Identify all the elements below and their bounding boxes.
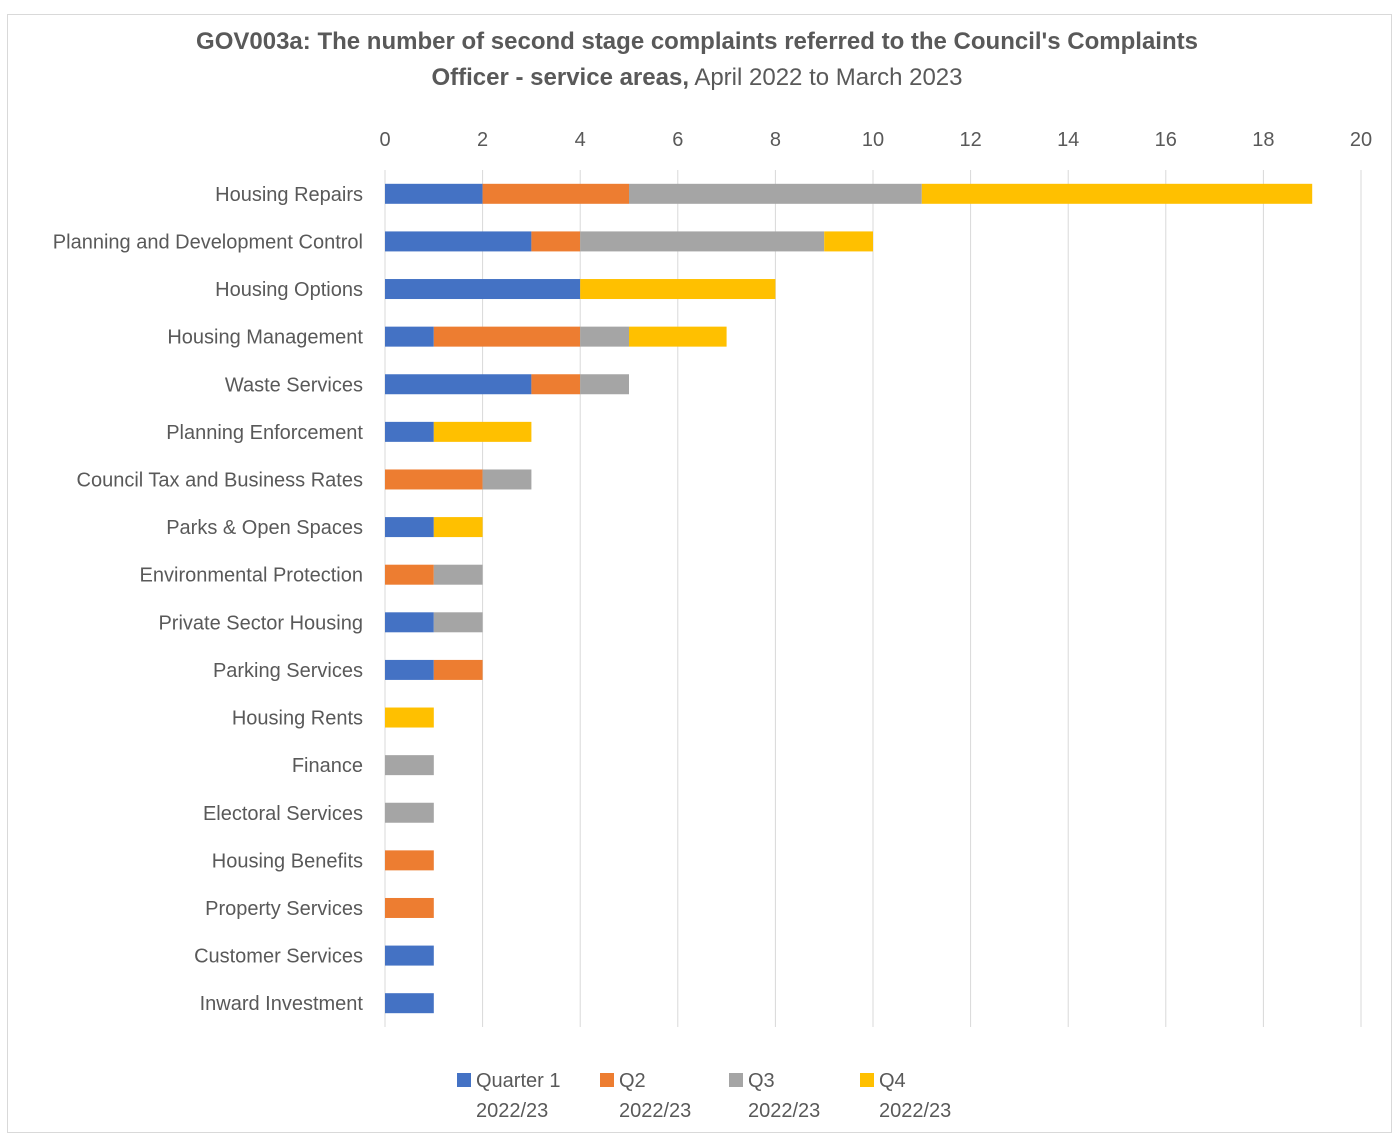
bar-segment-series-2 (385, 897, 434, 918)
category-label: Parking Services (213, 660, 363, 682)
bar-segment-series-3 (433, 564, 483, 585)
bar-segment-series-4 (824, 231, 873, 252)
bar-segment-series-4 (921, 183, 1313, 204)
bar-segment-series-3 (482, 469, 532, 490)
category-label: Property Services (205, 898, 363, 920)
gridlines (384, 170, 1362, 1027)
bar-segment-series-1 (385, 279, 581, 300)
category-label: Finance (292, 755, 363, 777)
bar-segment-series-1 (385, 659, 434, 680)
legend-label: Quarter 1 (476, 1070, 560, 1092)
bar-segment-series-2 (385, 850, 434, 871)
bar-segment-series-4 (433, 517, 483, 538)
bar-segment-series-1 (385, 945, 434, 966)
legend-label-period: 2022/23 (748, 1100, 820, 1122)
x-tick-label: 18 (1252, 129, 1274, 151)
x-tick-label: 16 (1155, 129, 1177, 151)
category-label: Customer Services (194, 946, 363, 968)
legend: Quarter 1 2022/23 Q2 2022/23 Q3 2022/23 Q4 2022… (457, 1070, 951, 1122)
bars (385, 183, 1313, 1014)
x-tick-label: 4 (575, 129, 586, 151)
legend-label: Q4 (879, 1070, 906, 1092)
chart-title-line2-bold: Officer - service areas, (431, 64, 689, 91)
chart-title-line1: GOV003a: The number of second stage comp… (196, 28, 1198, 55)
x-tick-label: 10 (862, 129, 884, 151)
category-label: Planning Enforcement (166, 422, 363, 444)
category-label: Waste Services (225, 374, 363, 396)
bar-segment-series-1 (385, 183, 483, 204)
bar-segment-series-2 (531, 374, 581, 395)
x-tick-label: 14 (1057, 129, 1079, 151)
legend-label-period: 2022/23 (879, 1100, 951, 1122)
x-tick-label: 8 (770, 129, 781, 151)
bar-segment-series-3 (580, 231, 825, 252)
legend-swatch (860, 1073, 874, 1087)
category-label: Council Tax and Business Rates (77, 469, 363, 491)
bar-segment-series-3 (629, 183, 922, 204)
category-label: Parks & Open Spaces (166, 517, 363, 539)
bar-segment-series-4 (385, 707, 434, 728)
bar-segment-series-2 (433, 326, 581, 347)
bar-segment-series-2 (385, 564, 434, 585)
bar-segment-series-3 (385, 755, 434, 776)
category-label: Housing Options (215, 279, 363, 301)
category-label: Planning and Development Control (53, 231, 363, 253)
bar-segment-series-3 (433, 612, 483, 633)
legend-label-period: 2022/23 (619, 1100, 691, 1122)
bar-segment-series-3 (580, 374, 629, 395)
bar-segment-series-1 (385, 612, 434, 633)
legend-label: Q2 (619, 1070, 646, 1092)
bar-segment-series-4 (580, 279, 776, 300)
bar-segment-series-2 (385, 469, 483, 490)
bar-segment-series-1 (385, 326, 434, 347)
bar-segment-series-1 (385, 231, 532, 252)
legend-label-period: 2022/23 (476, 1100, 548, 1122)
category-label: Housing Repairs (215, 184, 363, 206)
legend-swatch (729, 1073, 743, 1087)
bar-segment-series-2 (482, 183, 629, 204)
bar-segment-series-4 (433, 421, 532, 442)
chart-title: GOV003a: The number of second stage comp… (0, 24, 1394, 96)
bar-segment-series-2 (433, 659, 483, 680)
category-label: Housing Benefits (212, 850, 363, 872)
x-tick-label: 0 (379, 129, 390, 151)
category-label: Inward Investment (200, 993, 364, 1015)
bar-segment-series-2 (531, 231, 581, 252)
x-tick-label: 12 (959, 129, 981, 151)
bar-segment-series-3 (580, 326, 629, 347)
x-tick-label: 6 (672, 129, 683, 151)
legend-swatch (600, 1073, 614, 1087)
x-axis-ticks: 0 2 4 6 8 10 12 14 16 18 20 (379, 129, 1372, 151)
category-label: Housing Management (167, 327, 363, 349)
bar-segment-series-1 (385, 517, 434, 538)
legend-swatch (457, 1073, 471, 1087)
x-tick-label: 20 (1350, 129, 1372, 151)
bar-segment-series-1 (385, 374, 532, 395)
category-label: Electoral Services (203, 803, 363, 825)
bar-segment-series-4 (629, 326, 727, 347)
category-label: Private Sector Housing (158, 612, 363, 634)
bar-segment-series-1 (385, 421, 434, 442)
category-label: Environmental Protection (140, 565, 363, 587)
category-labels: Housing Repairs Planning and Development … (53, 184, 364, 1015)
x-tick-label: 2 (477, 129, 488, 151)
chart-title-line2-rest: April 2022 to March 2023 (688, 64, 963, 91)
legend-label: Q3 (748, 1070, 775, 1092)
bar-segment-series-1 (385, 993, 434, 1014)
category-label: Housing Rents (232, 708, 363, 730)
bar-segment-series-3 (385, 802, 434, 823)
